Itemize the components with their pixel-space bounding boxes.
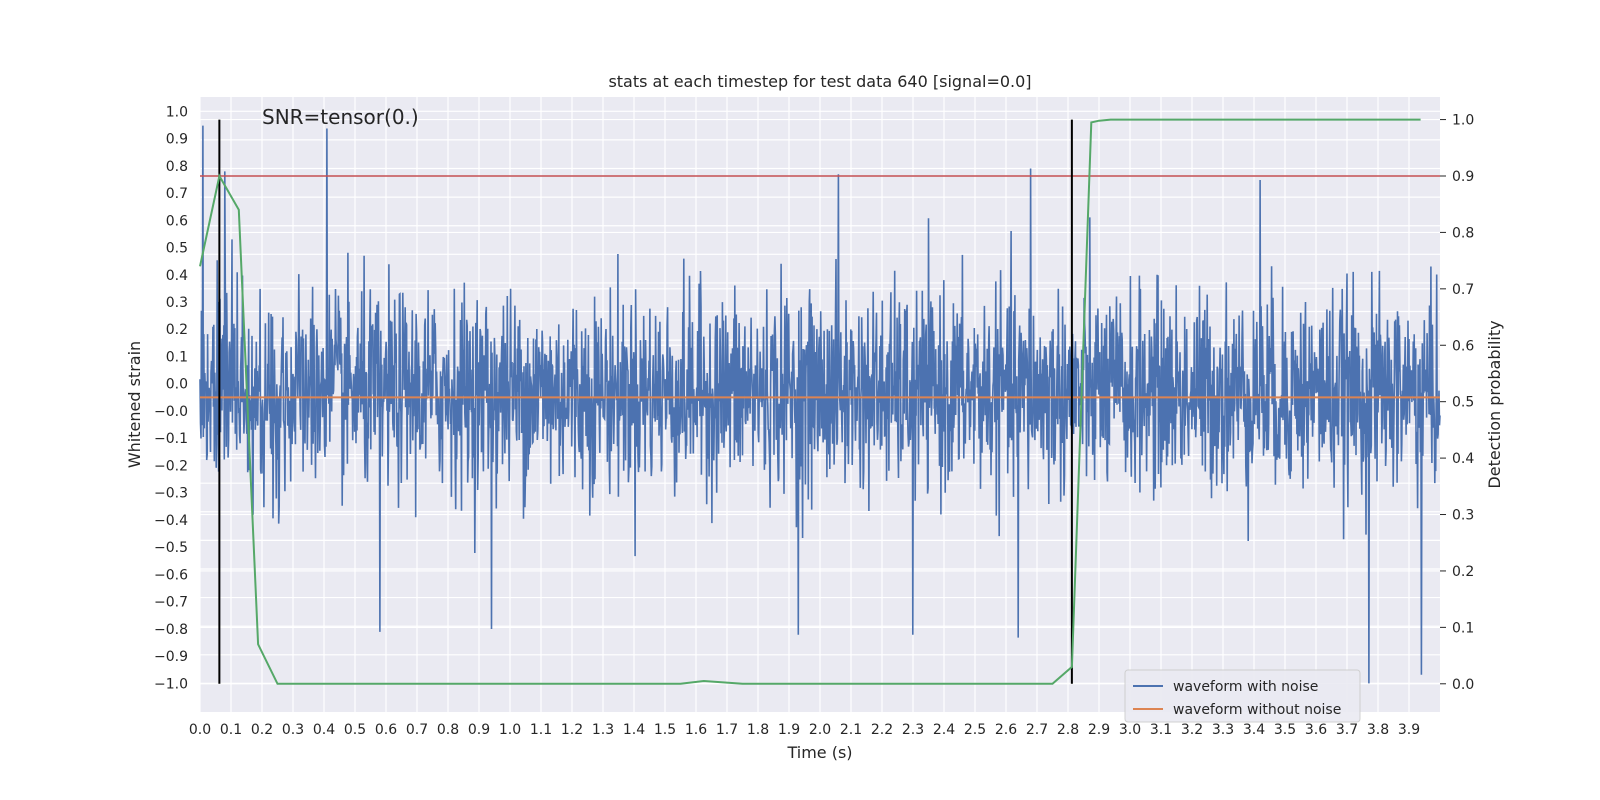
y-right-tick-label: 0.2: [1452, 564, 1474, 580]
x-tick-label: 0.6: [375, 722, 397, 738]
x-tick-label: 3.2: [1181, 722, 1203, 738]
series-layer: [199, 125, 1441, 684]
y-tick-label: 0.4: [166, 268, 188, 284]
y-right-tick-label: 0.7: [1452, 282, 1474, 298]
x-tick-label: 2.9: [1088, 722, 1110, 738]
y-tick-label: 0.5: [166, 241, 188, 257]
legend-label: waveform with noise: [1173, 679, 1318, 695]
y-right-tick-label: 0.1: [1452, 620, 1474, 636]
y-tick-label: 1.0: [166, 104, 188, 120]
x-tick-label: 2.2: [871, 722, 893, 738]
x-tick-label: 0.3: [282, 722, 304, 738]
y-tick-label: 0.3: [166, 295, 188, 311]
y-tick-label: 0.8: [166, 159, 188, 175]
chart-title: stats at each timestep for test data 640…: [608, 72, 1031, 91]
x-tick-label: 3.4: [1243, 722, 1265, 738]
x-tick-label: 0.4: [313, 722, 335, 738]
x-tick-label: 2.1: [840, 722, 862, 738]
y-tick-label: −0.3: [154, 486, 188, 502]
x-tick-label: 1.3: [592, 722, 614, 738]
x-tick-label: 1.1: [530, 722, 552, 738]
x-tick-label: 0.0: [189, 722, 211, 738]
y-tick-label: −0.4: [154, 513, 188, 529]
y-right-tick-label: 0.4: [1452, 451, 1474, 467]
y-tick-label: −0.6: [154, 567, 188, 583]
y-right-tick-label: 0.3: [1452, 508, 1474, 524]
y-tick-label: −0.9: [154, 649, 188, 665]
y-axis-title: Whitened strain: [125, 341, 144, 468]
y-tick-label: 0.7: [166, 186, 188, 202]
x-tick-label: 2.6: [995, 722, 1017, 738]
x-tick-label: 1.6: [685, 722, 707, 738]
legend: waveform with noise waveform without nois…: [1124, 669, 1361, 723]
x-tick-label: 3.5: [1274, 722, 1296, 738]
ticks: 0.0 0.1 0.2 0.3 0.4 0.5 0.6 0.7 0.8 0.9 1.0 1.1 1.2 1…: [154, 104, 1474, 738]
x-tick-label: 1.0: [499, 722, 521, 738]
legend-box: [1124, 669, 1361, 723]
x-tick-label: 3.6: [1305, 722, 1327, 738]
x-tick-label: 1.2: [561, 722, 583, 738]
y-right-tick-label: 1.0: [1452, 113, 1474, 129]
x-tick-label: 2.8: [1057, 722, 1079, 738]
y-tick-label: −0.7: [154, 595, 188, 611]
reference-lines: [199, 118, 1440, 685]
x-tick-label: 1.9: [778, 722, 800, 738]
y-tick-label: −0.0: [154, 404, 188, 420]
y-tick-label: −0.1: [154, 431, 188, 447]
x-tick-label: 1.5: [654, 722, 676, 738]
x-tick-label: 1.7: [716, 722, 738, 738]
x-tick-label: 0.8: [437, 722, 459, 738]
x-tick-label: 1.8: [747, 722, 769, 738]
y-tick-label: 0.0: [166, 377, 188, 393]
x-tick-label: 0.9: [468, 722, 490, 738]
x-tick-label: 0.5: [344, 722, 366, 738]
series-waveform-with-noise: [199, 125, 1441, 684]
x-tick-label: 2.5: [964, 722, 986, 738]
snr-annotation: SNR=tensor(0.): [262, 105, 419, 129]
x-tick-label: 3.0: [1119, 722, 1141, 738]
y-tick-label: 0.2: [166, 322, 188, 338]
legend-label: waveform without noise: [1173, 702, 1341, 718]
y-right-tick-label: 0.8: [1452, 225, 1474, 241]
x-tick-label: 3.3: [1212, 722, 1234, 738]
y-tick-label: 0.1: [166, 349, 188, 365]
x-axis-title: Time (s): [786, 743, 852, 762]
y-tick-label: −0.8: [154, 622, 188, 638]
y-tick-label: 0.6: [166, 213, 188, 229]
x-tick-label: 3.9: [1398, 722, 1420, 738]
x-tick-label: 2.4: [933, 722, 955, 738]
y-right-tick-label: 0.0: [1452, 677, 1474, 693]
x-tick-label: 3.7: [1336, 722, 1358, 738]
y-tick-label: 0.9: [166, 132, 188, 148]
y-tick-label: −0.5: [154, 540, 188, 556]
y-tick-label: −0.2: [154, 458, 188, 474]
x-tick-label: 0.2: [251, 722, 273, 738]
x-tick-label: 3.1: [1150, 722, 1172, 738]
y-right-tick-label: 0.9: [1452, 169, 1474, 185]
y-axis-right-title: Detection probability: [1485, 320, 1504, 488]
x-tick-label: 1.4: [623, 722, 645, 738]
x-tick-label: 0.1: [220, 722, 242, 738]
x-tick-label: 3.8: [1367, 722, 1389, 738]
x-tick-label: 0.7: [406, 722, 428, 738]
x-tick-label: 2.0: [809, 722, 831, 738]
y-right-tick-label: 0.5: [1452, 395, 1474, 411]
y-right-tick-label: 0.6: [1452, 338, 1474, 354]
series-detection-probability: [199, 118, 1421, 685]
x-tick-label: 2.7: [1026, 722, 1048, 738]
y-tick-label: −1.0: [154, 676, 188, 692]
x-tick-label: 2.3: [902, 722, 924, 738]
